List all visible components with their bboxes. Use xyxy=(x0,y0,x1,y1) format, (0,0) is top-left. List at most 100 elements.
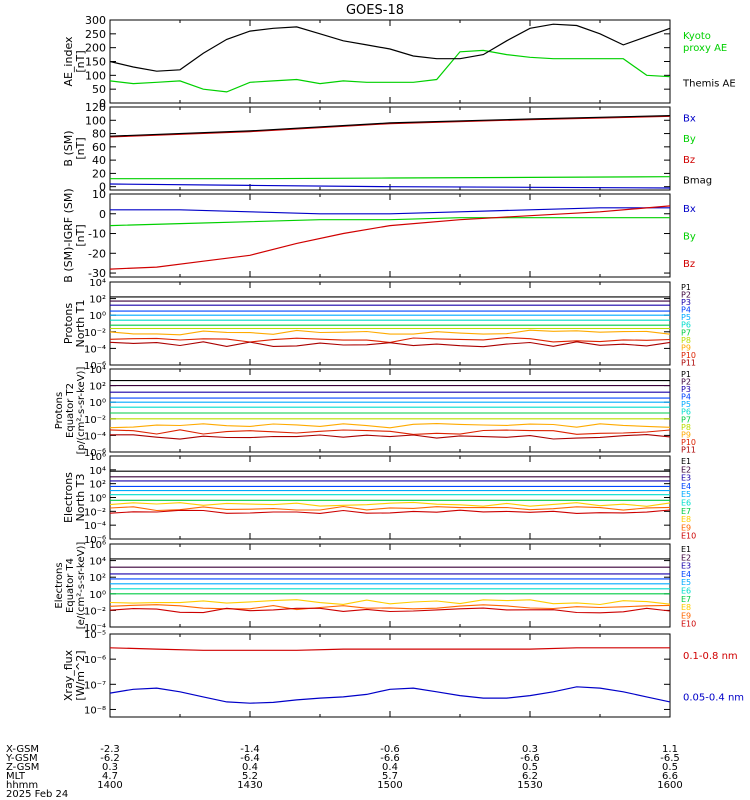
y-tick-label: 10⁻² xyxy=(84,507,106,518)
x-axis-cell: 0.5 xyxy=(662,762,678,773)
x-axis-cell: 1430 xyxy=(237,780,262,791)
channel-label: P1 xyxy=(681,370,691,379)
series-bz xyxy=(109,115,671,138)
channel-trace-p9 xyxy=(109,423,671,429)
panel-electrons-t3: 10⁻⁶ 10⁻⁴ 10⁻² 10⁰ 10² 10⁴ 10⁶ Electrons North T… xyxy=(62,452,696,546)
x-axis-cell: -6.6 xyxy=(520,753,540,764)
legend-entry: 0.05-0.4 nm xyxy=(683,692,744,703)
legend-entry: proxy AE xyxy=(683,43,727,54)
y-axis-label: Electrons xyxy=(62,472,75,523)
channel-trace-e10 xyxy=(109,509,671,514)
y-tick-label: 250 xyxy=(85,28,106,41)
channel-label: P3 xyxy=(681,385,691,394)
channel-trace-e9 xyxy=(109,505,671,512)
x-axis-cell: 6.6 xyxy=(662,771,678,782)
channel-trace-p11 xyxy=(109,341,671,348)
channel-label: E6 xyxy=(681,499,691,508)
panel-frame xyxy=(109,633,671,718)
y-tick-label: 10⁻² xyxy=(84,606,106,617)
y-axis-label: AE_index xyxy=(62,36,75,87)
y-tick-label: 10⁻⁴ xyxy=(84,431,106,442)
x-axis-cell: -6.5 xyxy=(660,753,680,764)
channel-trace-e10 xyxy=(109,607,671,614)
panel-protons-t2: 10⁻⁶ 10⁻⁴ 10⁻² 10⁰ 10² 10⁴ Protons Equator T2 [p… xyxy=(54,365,696,459)
y-tick-label: 10⁻⁴ xyxy=(84,344,106,355)
y-tick-label: 10⁶ xyxy=(89,540,106,551)
y-tick-label: -10 xyxy=(88,228,106,241)
channel-label: P7 xyxy=(681,328,691,337)
legend-entry: Kyoto xyxy=(683,31,711,42)
x-axis-row-label: MLT xyxy=(6,771,26,782)
y-tick-label: 10⁻⁸ xyxy=(84,705,106,716)
channel-label: P9 xyxy=(681,430,691,439)
channel-label: E10 xyxy=(681,532,696,541)
x-axis-table: X-GSMY-GSMZ-GSMMLThhmm-2.3-6.20.34.71400… xyxy=(5,744,683,800)
x-axis-row-label: Y-GSM xyxy=(5,753,38,764)
x-axis-row-label: X-GSM xyxy=(6,744,39,755)
channel-label: P11 xyxy=(681,445,696,454)
y-tick-label: 10⁴ xyxy=(89,466,106,477)
channel-label: E3 xyxy=(681,562,691,571)
channel-label: P4 xyxy=(681,306,691,315)
series-0-1-0-8-nm xyxy=(109,647,670,651)
y-tick-label: 10⁻⁴ xyxy=(84,521,106,532)
x-axis-cell: -6.2 xyxy=(100,753,120,764)
y-tick-label: 10⁻⁶ xyxy=(84,361,106,372)
y-tick-label: 10² xyxy=(89,295,106,306)
y-tick-label: 10² xyxy=(89,480,106,491)
channel-label: E10 xyxy=(681,620,696,629)
panel-frame xyxy=(109,193,671,278)
y-axis-label: North T1 xyxy=(74,300,87,348)
channel-label: P8 xyxy=(681,423,691,432)
channel-trace-p9 xyxy=(109,329,671,336)
channel-label: P2 xyxy=(681,378,691,387)
channel-label: E5 xyxy=(681,490,691,499)
y-tick-label: 10⁴ xyxy=(89,557,106,568)
y-axis-label: [nT] xyxy=(74,50,87,72)
y-tick-label: 10⁰ xyxy=(89,494,106,505)
y-axis-label: Protons xyxy=(62,303,75,344)
channel-label: P4 xyxy=(681,393,691,402)
x-axis-cell: 1400 xyxy=(97,780,122,791)
panel-frame xyxy=(109,19,671,104)
channel-label: E8 xyxy=(681,515,691,524)
y-axis-label: [nT] xyxy=(74,224,87,246)
channel-label: E2 xyxy=(681,553,691,562)
panel-protons-t1: 10⁻⁶ 10⁻⁴ 10⁻² 10⁰ 10² 10⁴ Protons North T1 P1P2… xyxy=(62,278,696,372)
y-axis-label: [e/(cm²-s-sr-keV)] xyxy=(76,542,87,630)
channel-label: P3 xyxy=(681,298,691,307)
channel-label: P10 xyxy=(681,438,696,447)
panel-frame xyxy=(109,281,671,366)
panel-electrons-t4: 10⁻⁴ 10⁻² 10⁰ 10² 10⁴ 10⁶ Electrons Equator T4[… xyxy=(54,540,696,634)
x-axis-cell: -6.6 xyxy=(380,753,400,764)
y-axis-label: Equator T4 xyxy=(65,558,76,613)
y-tick-label: 10² xyxy=(89,382,106,393)
y-tick-label: 10⁴ xyxy=(89,278,106,289)
legend-entry: Bx xyxy=(683,204,696,215)
channel-trace-p10 xyxy=(109,337,671,343)
series-bx xyxy=(109,183,671,189)
channel-label: P2 xyxy=(681,291,691,300)
channel-label: E1 xyxy=(681,545,691,554)
legend-entry: Bmag xyxy=(683,176,712,187)
y-tick-label: 100 xyxy=(85,69,106,82)
channel-label: P5 xyxy=(681,400,691,409)
x-axis-cell: 1500 xyxy=(377,780,402,791)
y-tick-label: 0 xyxy=(99,181,106,194)
channel-label: E7 xyxy=(681,595,691,604)
y-tick-label: 10⁻⁴ xyxy=(84,623,106,634)
y-tick-label: 300 xyxy=(85,14,106,27)
y-axis-label: Xray_flux xyxy=(62,649,75,701)
channel-label: E7 xyxy=(681,507,691,516)
panel-frame xyxy=(109,455,671,540)
x-axis-date: 2025 Feb 24 xyxy=(6,789,68,800)
channel-trace-p10 xyxy=(109,429,671,435)
x-axis-cell: 0.3 xyxy=(522,744,538,755)
channel-label: P1 xyxy=(681,283,691,292)
legend-entry: Bz xyxy=(683,259,695,270)
y-tick-label: 50 xyxy=(92,83,106,96)
y-tick-label: 60 xyxy=(92,141,106,154)
y-tick-label: 0 xyxy=(99,97,106,110)
channel-trace-p11 xyxy=(110,434,671,440)
